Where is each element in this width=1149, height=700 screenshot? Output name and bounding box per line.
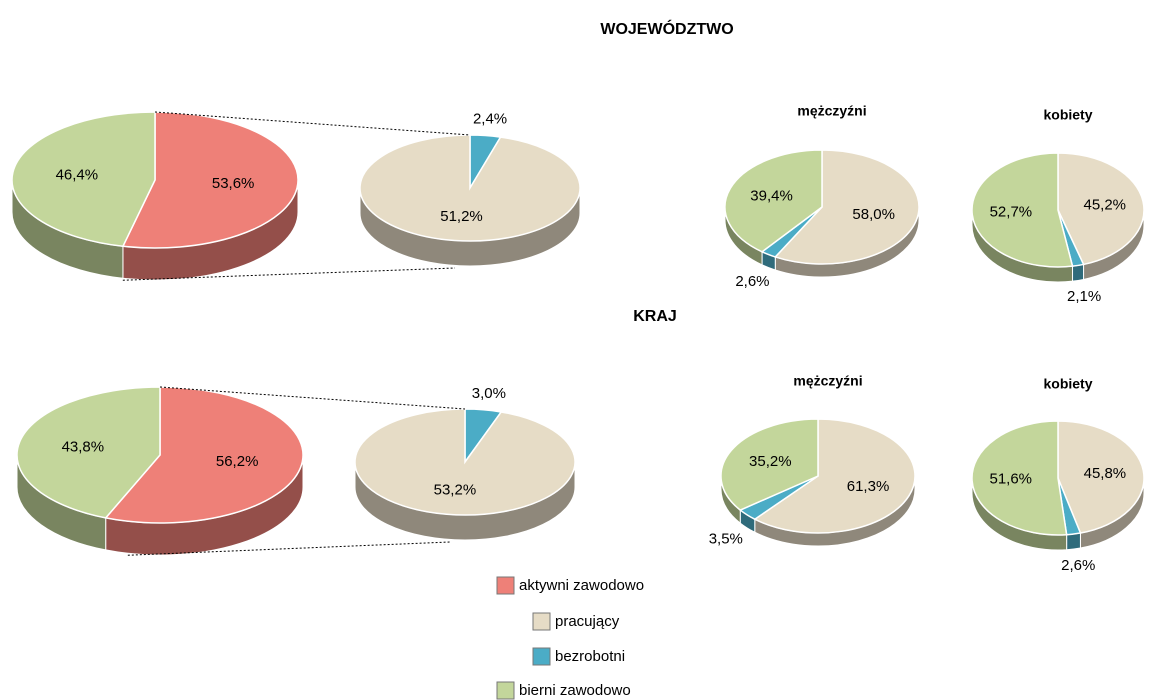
data-label: 53,6% — [212, 175, 255, 192]
pie-side — [1066, 532, 1081, 551]
data-label: 2,6% — [1061, 557, 1095, 574]
pie-slice — [359, 134, 581, 242]
pie-slice — [724, 149, 823, 253]
data-label: 53,2% — [434, 482, 477, 499]
pie-slice — [354, 408, 576, 516]
pie-slice — [971, 420, 1068, 536]
data-label: 35,2% — [749, 453, 792, 470]
pie-slice — [720, 418, 819, 511]
data-label: 51,2% — [440, 208, 483, 225]
data-label: 39,4% — [750, 188, 793, 205]
data-label: 43,8% — [62, 439, 105, 456]
pie-slice — [1057, 152, 1145, 266]
pie-title: mężczyźni — [793, 373, 862, 389]
legend-label: pracujący — [555, 613, 620, 630]
data-label: 46,4% — [56, 167, 99, 184]
data-label: 58,0% — [852, 206, 895, 223]
pie-title: kobiety — [1043, 376, 1092, 392]
section-title: KRAJ — [633, 308, 677, 325]
pie-slice — [1057, 420, 1145, 534]
pie-side — [1072, 263, 1085, 282]
data-label: 2,1% — [1067, 288, 1101, 305]
data-label: 3,0% — [472, 385, 506, 402]
data-label: 3,5% — [709, 531, 743, 548]
pie-title: kobiety — [1043, 107, 1092, 123]
pie-title: mężczyźni — [797, 103, 866, 119]
legend-label: aktywni zawodowo — [519, 577, 644, 594]
legend-swatch — [532, 612, 551, 631]
legend-label: bierni zawodowo — [519, 682, 631, 699]
data-label: 45,8% — [1084, 465, 1127, 482]
data-label: 51,6% — [989, 471, 1032, 488]
data-label: 61,3% — [847, 478, 890, 495]
connector — [127, 541, 451, 556]
section-title: WOJEWÓDZTWO — [600, 19, 733, 38]
data-label: 45,2% — [1083, 196, 1126, 213]
connector — [154, 111, 471, 136]
legend-swatch — [496, 576, 515, 595]
pie-slice — [121, 111, 299, 249]
data-label: 52,7% — [990, 204, 1033, 221]
pie-slice — [16, 386, 161, 519]
legend-swatch — [496, 681, 515, 700]
pie-slice — [104, 386, 304, 524]
data-label: 56,2% — [216, 453, 259, 470]
legend-label: bezrobotni — [555, 648, 625, 665]
pie-slice — [753, 418, 916, 534]
data-label: 2,6% — [735, 273, 769, 290]
connector — [122, 267, 456, 281]
pie-slice — [11, 111, 156, 248]
pie-slice — [773, 149, 920, 265]
data-label: 2,4% — [473, 111, 507, 128]
connector — [159, 386, 466, 410]
legend-swatch — [532, 647, 551, 666]
pie-slice — [971, 152, 1074, 268]
